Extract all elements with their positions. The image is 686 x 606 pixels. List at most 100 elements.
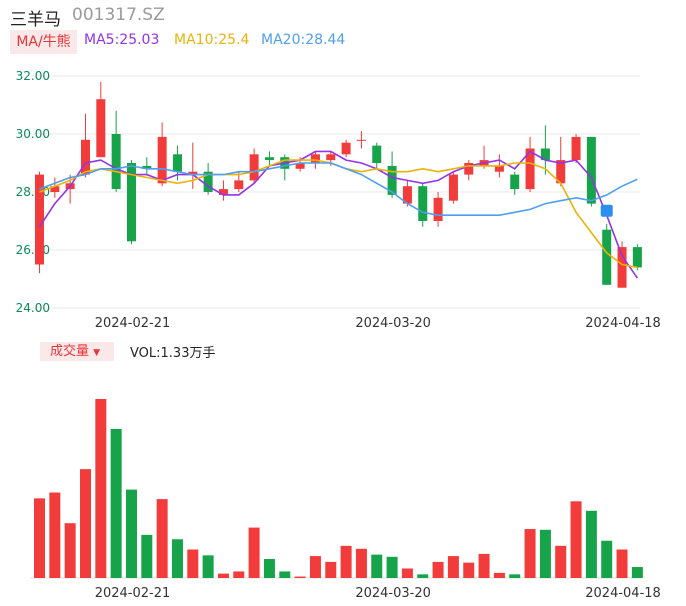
candle-body xyxy=(80,139,90,175)
volume-bar xyxy=(539,529,551,578)
x-tick-label: 2024-04-18 xyxy=(585,316,661,331)
candle-body xyxy=(571,136,581,161)
volume-bar xyxy=(616,549,628,578)
candle-body xyxy=(218,189,228,195)
volume-bar xyxy=(49,492,61,578)
candle-body xyxy=(50,186,60,192)
volume-bar xyxy=(187,549,199,578)
candle-body xyxy=(249,154,259,181)
candle-body xyxy=(295,163,305,169)
y-tick-label: 30.00 xyxy=(16,127,50,141)
volume-bar xyxy=(371,554,383,578)
candle-body xyxy=(387,165,397,195)
candle-body xyxy=(126,163,136,242)
candle-body xyxy=(525,148,535,190)
volume-value-label: VOL:1.33万手 xyxy=(130,346,216,361)
volume-x-tick-label: 2024-02-21 xyxy=(95,586,171,601)
stock-name: 三羊马 xyxy=(10,10,61,30)
volume-bar xyxy=(570,501,582,578)
volume-bar xyxy=(355,548,367,578)
volume-bar xyxy=(417,574,429,578)
candle-body xyxy=(142,165,152,169)
candle-body xyxy=(464,163,474,175)
volume-bar xyxy=(463,562,475,578)
volume-bar xyxy=(631,567,643,578)
volume-tab-label: 成交量 xyxy=(50,344,90,359)
volume-bar xyxy=(447,556,459,578)
volume-bar xyxy=(64,523,76,578)
candle-body xyxy=(402,186,412,204)
volume-bar xyxy=(110,428,122,578)
volume-x-tick-label: 2024-04-18 xyxy=(585,586,661,601)
volume-bar xyxy=(386,556,398,578)
volume-bar xyxy=(509,574,521,578)
ma20-label: MA20:28.44 xyxy=(261,32,346,48)
volume-bar xyxy=(248,527,260,578)
candle-body xyxy=(188,171,198,175)
volume-indicator-tab[interactable]: 成交量 ▼ xyxy=(40,342,114,361)
volume-x-tick-label: 2024-03-20 xyxy=(355,586,431,601)
candle-body xyxy=(510,174,520,190)
volume-bar xyxy=(493,572,505,578)
volume-bar xyxy=(233,571,245,578)
volume-bar xyxy=(340,545,352,578)
y-tick-label: 26.00 xyxy=(16,243,50,257)
volume-bar xyxy=(401,568,413,578)
volume-bar xyxy=(432,561,444,578)
candle-body xyxy=(172,154,182,172)
candle-body xyxy=(586,136,596,204)
candle-body xyxy=(556,160,566,184)
candle-body xyxy=(433,197,443,221)
candle-body xyxy=(372,145,382,163)
volume-bar xyxy=(141,534,153,578)
volume-bar xyxy=(217,573,229,578)
candle-body xyxy=(602,229,612,285)
candle-body xyxy=(540,148,550,161)
candle-body xyxy=(494,165,504,172)
volume-bar xyxy=(171,539,183,578)
volume-bar xyxy=(524,529,536,578)
x-tick-label: 2024-02-21 xyxy=(95,316,171,331)
candle-body xyxy=(264,157,274,161)
ma5-label: MA5:25.03 xyxy=(84,32,160,48)
candle-body xyxy=(632,247,642,268)
volume-bar xyxy=(95,399,107,578)
volume-bar xyxy=(156,499,168,578)
volume-bar xyxy=(263,559,275,578)
candle-body xyxy=(341,142,351,155)
volume-bar xyxy=(325,561,337,578)
candle-body xyxy=(356,139,366,141)
ma10-label: MA10:25.4 xyxy=(174,32,250,48)
volume-bar xyxy=(309,556,321,578)
candle-body xyxy=(310,154,320,163)
marker-icon xyxy=(600,204,613,217)
ma5-line xyxy=(38,150,639,279)
y-tick-label: 32.00 xyxy=(16,69,50,83)
y-tick-label: 24.00 xyxy=(16,301,50,315)
ma-indicator-tab[interactable]: MA/牛熊 xyxy=(10,30,77,54)
ma20-line xyxy=(39,162,638,216)
volume-bar xyxy=(601,540,613,578)
candle-body xyxy=(448,174,458,201)
volume-bar xyxy=(478,553,490,578)
volume-bar xyxy=(279,571,291,578)
candle-body xyxy=(418,186,428,221)
candle-body xyxy=(96,99,106,158)
candle-body xyxy=(234,180,244,190)
chevron-down-icon: ▼ xyxy=(93,348,101,358)
candle-body xyxy=(326,154,336,161)
x-tick-label: 2024-03-20 xyxy=(355,316,431,331)
volume-bar xyxy=(585,510,597,578)
volume-bar xyxy=(555,545,567,578)
stock-code: 001317.SZ xyxy=(72,5,165,25)
volume-bar xyxy=(202,555,214,578)
volume-bar xyxy=(79,469,91,578)
candle-body xyxy=(157,136,167,184)
candle-body xyxy=(203,171,213,192)
candle-body xyxy=(617,247,627,288)
volume-bar xyxy=(34,498,45,578)
volume-bar xyxy=(125,489,137,578)
candle-body xyxy=(35,174,44,265)
candle-body xyxy=(111,134,121,190)
